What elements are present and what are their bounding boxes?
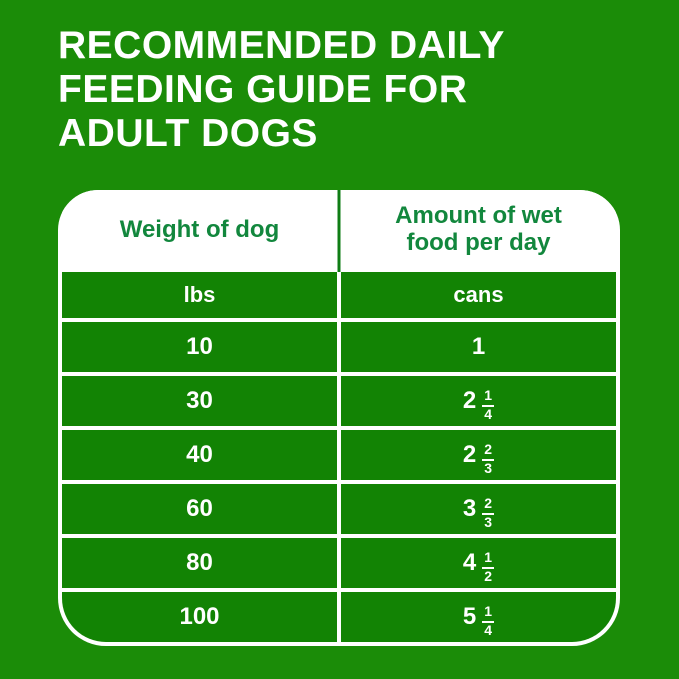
fraction-numerator: 2	[482, 495, 495, 515]
amount-fraction: 1 2	[482, 549, 495, 584]
amount-cell: 4 1 2	[341, 538, 616, 588]
fraction-denominator: 2	[484, 567, 493, 584]
column-header-weight-label: Weight of dog	[119, 215, 280, 243]
column-header-amount-label: Amount of wet food per day	[395, 202, 562, 256]
amount-fraction: 2 3	[482, 441, 495, 476]
weight-cell: 60	[62, 484, 337, 534]
fraction-denominator: 4	[484, 621, 493, 638]
weight-cell: 100	[62, 592, 337, 642]
amount-whole: 4	[462, 549, 477, 576]
fraction-numerator: 1	[482, 387, 495, 407]
amount-cell: 1	[341, 322, 616, 372]
fraction-numerator: 2	[482, 441, 495, 461]
fraction-denominator: 4	[484, 405, 493, 422]
header-column-divider	[337, 190, 341, 272]
weight-cell: 40	[62, 430, 337, 480]
amount-fraction: 1 4	[482, 387, 495, 422]
feeding-guide-grid: Weight of dog Amount of wet food per day…	[62, 190, 616, 642]
amount-fraction: 1 4	[482, 603, 495, 638]
page-title: RECOMMENDED DAILY FEEDING GUIDE FOR ADUL…	[58, 24, 505, 155]
amount-whole: 2	[462, 441, 477, 468]
amount-fraction: 2 3	[482, 495, 495, 530]
unit-cell-amount: cans	[341, 272, 616, 318]
column-header-weight: Weight of dog	[62, 190, 337, 268]
column-header-amount: Amount of wet food per day	[341, 190, 616, 268]
fraction-numerator: 1	[482, 549, 495, 569]
weight-cell: 10	[62, 322, 337, 372]
amount-cell: 5 1 4	[341, 592, 616, 642]
weight-cell: 80	[62, 538, 337, 588]
feeding-guide-table: Weight of dog Amount of wet food per day…	[58, 190, 620, 646]
amount-cell: 3 2 3	[341, 484, 616, 534]
fraction-denominator: 3	[484, 513, 493, 530]
fraction-numerator: 1	[482, 603, 495, 623]
weight-cell: 30	[62, 376, 337, 426]
amount-whole: 1	[471, 333, 486, 360]
amount-whole: 2	[462, 387, 477, 414]
unit-cell-weight: lbs	[62, 272, 337, 318]
amount-cell: 2 2 3	[341, 430, 616, 480]
amount-cell: 2 1 4	[341, 376, 616, 426]
amount-whole: 5	[462, 603, 477, 630]
fraction-denominator: 3	[484, 459, 493, 476]
amount-whole: 3	[462, 495, 477, 522]
